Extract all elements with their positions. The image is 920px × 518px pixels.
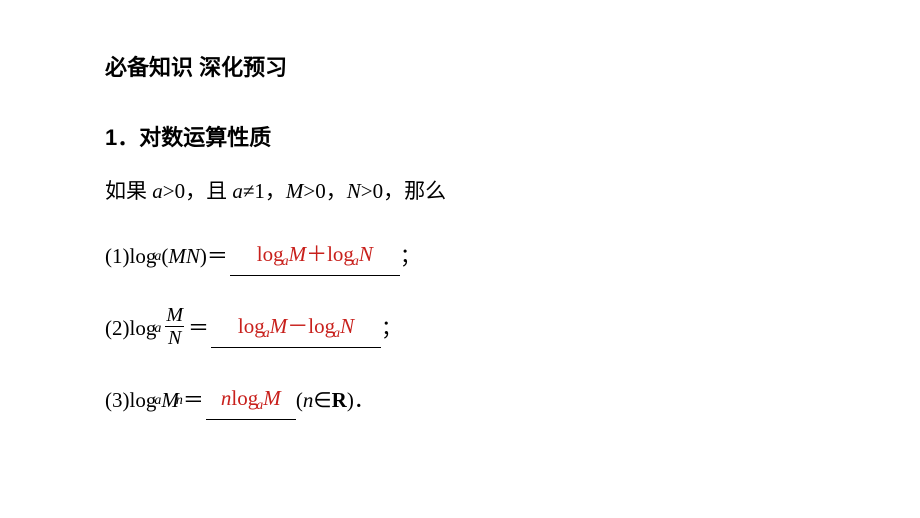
r2-ans-arg2: N xyxy=(340,314,354,338)
rule1-answer: logaM＋logaN xyxy=(257,242,373,266)
r2-ans-log2: log xyxy=(308,314,335,338)
rule3-exp: n xyxy=(176,390,183,412)
cond3-op: >0， xyxy=(303,179,346,203)
r1-ans-sub1: a xyxy=(282,254,289,269)
r2-ans-sub1: a xyxy=(263,326,270,341)
cond4-op: >0，那么 xyxy=(361,179,446,203)
cond2-op: ≠1， xyxy=(243,179,286,203)
section-title: 1．对数运算性质 xyxy=(105,120,920,155)
rule-3: (3)logaMn＝nlogaM(n∈R)． xyxy=(105,375,920,427)
r2-ans-op: － xyxy=(287,314,308,338)
r1-ans-arg2: N xyxy=(359,242,373,266)
frac-den: N xyxy=(165,326,184,349)
r1-ans-log1: log xyxy=(257,242,284,266)
rule3-suf-set: R xyxy=(332,384,347,418)
header-title: 必备知识 深化预习 xyxy=(105,50,920,85)
rule3-suf-var: n xyxy=(303,384,314,418)
r2-ans-log1: log xyxy=(238,314,265,338)
rule3-suf-in: ∈ xyxy=(313,384,331,418)
premise-line: 如果 a>0，且 a≠1，M>0，N>0，那么 xyxy=(105,175,920,209)
rule2-fraction: MN xyxy=(163,304,186,349)
rule2-blank: logaM－logaN xyxy=(211,310,381,348)
rule-2: (2)logaMN＝logaM－logaN； xyxy=(105,303,920,355)
rule3-label: (3) xyxy=(105,384,130,418)
rule2-suffix: ； xyxy=(381,312,402,346)
rule1-arg: MN xyxy=(168,240,200,274)
rule1-blank: logaM＋logaN xyxy=(230,238,400,276)
rule2-log: log xyxy=(130,312,157,346)
rule3-suf-open: ( xyxy=(296,384,303,418)
r1-ans-arg1: M xyxy=(289,242,307,266)
var-a1: a xyxy=(152,179,163,203)
cond1-op: >0，且 xyxy=(163,179,233,203)
r1-ans-log2: log xyxy=(327,242,354,266)
r3-ans-arg: M xyxy=(263,386,281,410)
rule2-eq: ＝ xyxy=(188,312,209,346)
r3-ans-coef: n xyxy=(221,386,232,410)
rule3-eq: ＝ xyxy=(183,384,204,418)
section-name: 对数运算性质 xyxy=(139,125,271,150)
rule1-label: (1) xyxy=(105,240,130,274)
r1-ans-op: ＋ xyxy=(306,242,327,266)
rule3-blank: nlogaM xyxy=(206,382,296,420)
rule3-answer: nlogaM xyxy=(221,386,281,410)
rule2-answer: logaM－logaN xyxy=(238,314,354,338)
rule1-suffix: ； xyxy=(400,240,421,274)
rule1-close-eq: )＝ xyxy=(200,240,228,274)
rule3-suf-close: )． xyxy=(347,384,375,418)
premise-prefix: 如果 xyxy=(105,179,152,203)
rule2-sub: a xyxy=(154,318,161,340)
rule1-log: log xyxy=(130,240,157,274)
rule2-label: (2) xyxy=(105,312,130,346)
var-n: N xyxy=(347,179,361,203)
var-a2: a xyxy=(232,179,243,203)
rule1-sub: a xyxy=(154,246,161,268)
r2-ans-arg1: M xyxy=(270,314,288,338)
rule-1: (1)loga(MN)＝logaM＋logaN； xyxy=(105,231,920,283)
section-number: 1． xyxy=(105,125,139,150)
rule3-log: log xyxy=(130,384,157,418)
var-m: M xyxy=(286,179,304,203)
r1-ans-sub2: a xyxy=(352,254,359,269)
r3-ans-log: log xyxy=(231,386,258,410)
frac-num: M xyxy=(163,304,186,326)
